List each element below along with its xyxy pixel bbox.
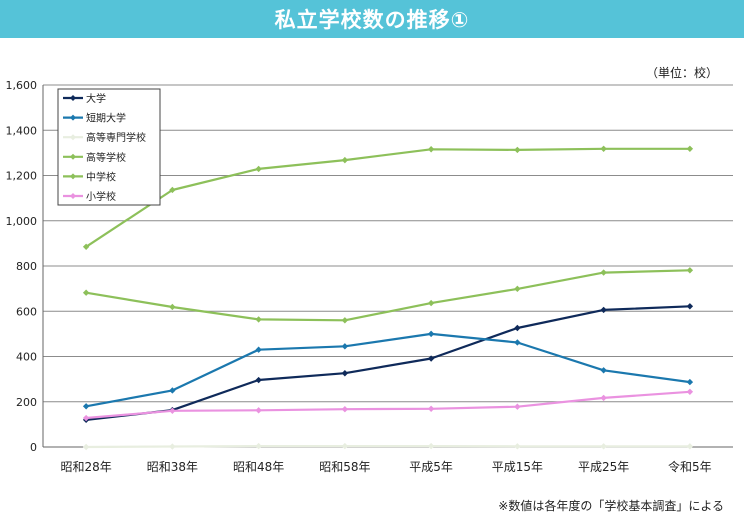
data-point <box>82 414 90 422</box>
data-point <box>427 299 435 307</box>
data-point <box>255 165 262 173</box>
data-point <box>82 289 90 296</box>
data-point <box>600 145 607 153</box>
series-line <box>85 305 690 421</box>
data-point <box>514 443 521 450</box>
data-point <box>514 324 521 332</box>
x-tick-label: 昭和38年 <box>147 460 198 474</box>
data-point <box>686 267 694 274</box>
data-point <box>686 388 694 395</box>
page-title: 私立学校数の推移① <box>274 8 470 32</box>
series-line <box>85 269 690 322</box>
y-tick-label: 200 <box>16 396 37 409</box>
legend-label: 高等学校 <box>86 151 126 164</box>
x-tick-label: 昭和48年 <box>233 460 284 474</box>
legend-box <box>57 88 161 206</box>
data-point <box>600 394 607 402</box>
legend-label: 中学校 <box>86 170 116 183</box>
data-point <box>169 303 176 311</box>
data-point <box>600 443 607 450</box>
data-point <box>427 355 435 362</box>
x-tick-label: 令和5年 <box>668 459 712 474</box>
legend-swatch-marker <box>70 173 76 180</box>
data-point <box>169 387 176 394</box>
x-tick-label: 平成5年 <box>409 460 453 474</box>
x-tick-label: 平成15年 <box>492 460 543 474</box>
series-line <box>86 445 690 449</box>
data-point <box>341 317 349 324</box>
title-banner: 私立学校数の推移① <box>0 0 744 38</box>
data-point <box>514 146 521 154</box>
data-point <box>255 316 262 323</box>
legend-swatch-marker <box>70 193 76 199</box>
legend-label: 高等専門学校 <box>86 131 146 144</box>
data-point <box>341 370 349 377</box>
data-point <box>427 330 435 338</box>
data-point <box>255 346 262 353</box>
legend-label: 大学 <box>86 92 106 105</box>
data-point <box>82 403 90 410</box>
data-point <box>341 156 349 164</box>
y-tick-label: 0 <box>30 441 37 454</box>
y-tick-label: 400 <box>16 351 37 364</box>
series-line <box>85 332 691 408</box>
source-note: ※数値は各年度の「学校基本調査」による <box>498 499 724 513</box>
data-point <box>686 303 694 310</box>
data-point <box>514 339 521 346</box>
data-point <box>686 443 694 450</box>
data-point <box>427 146 435 153</box>
legend-label: 小学校 <box>86 190 116 203</box>
data-point <box>82 243 90 250</box>
data-point <box>427 442 435 450</box>
series-line <box>86 390 690 420</box>
data-point <box>169 443 176 450</box>
data-point <box>686 145 694 153</box>
y-tick-label: 1,400 <box>6 124 38 137</box>
y-tick-label: 1,600 <box>6 79 38 92</box>
y-tick-label: 800 <box>16 260 37 273</box>
data-point <box>600 269 607 276</box>
x-tick-label: 昭和58年 <box>319 460 370 474</box>
data-point <box>255 376 262 384</box>
series-line <box>85 147 690 248</box>
x-tick-label: 平成25年 <box>578 460 629 474</box>
legend-swatch-marker <box>70 153 76 160</box>
data-point <box>341 406 349 413</box>
y-tick-label: 1,000 <box>6 215 38 228</box>
x-tick-label: 昭和28年 <box>60 460 111 474</box>
legend-swatch-marker <box>70 134 76 141</box>
data-point <box>514 403 521 410</box>
legend-swatch-marker <box>70 95 76 101</box>
data-point <box>600 367 607 374</box>
data-point <box>600 306 607 314</box>
y-tick-label: 1,200 <box>6 170 38 183</box>
data-point <box>255 442 262 450</box>
data-point <box>169 407 176 414</box>
data-point <box>686 378 694 386</box>
y-tick-label: 600 <box>16 305 37 318</box>
data-point <box>82 443 90 451</box>
data-point <box>341 442 349 450</box>
legend-label: 短期大学 <box>86 112 126 125</box>
unit-label: （単位：校） <box>645 66 718 80</box>
data-point <box>427 405 435 412</box>
data-point <box>514 285 521 293</box>
data-point <box>255 407 262 414</box>
data-point <box>169 186 176 194</box>
legend-swatch-marker <box>70 114 76 121</box>
data-point <box>341 343 349 350</box>
